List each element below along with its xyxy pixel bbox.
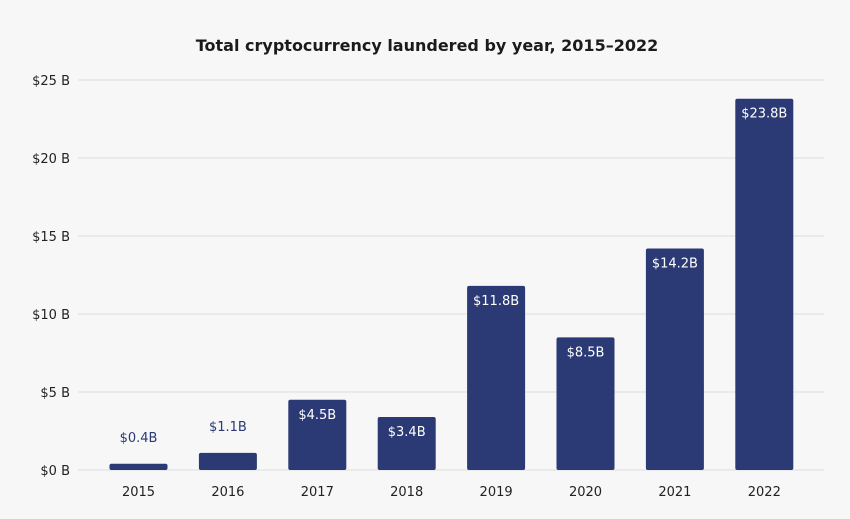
y-tick-label: $10 B — [32, 308, 70, 323]
data-label: $14.2B — [652, 256, 698, 271]
x-tick-label: 2015 — [122, 485, 155, 500]
bar-2022 — [735, 98, 794, 470]
chart-title: Total cryptocurrency laundered by year, … — [196, 36, 658, 55]
data-labels: $0.4B $1.1B $4.5B $3.4B $11.8B $8.5B $14.2B $23… — [120, 107, 788, 446]
bar-2018 — [377, 416, 436, 470]
y-tick-label: $5 B — [40, 386, 70, 401]
y-tick-label: $0 B — [40, 464, 70, 479]
data-label: $1.1B — [209, 420, 247, 435]
data-label: $23.8B — [741, 107, 787, 122]
data-label: $4.5B — [298, 408, 336, 423]
x-axis-ticks: 2015 2016 2017 2018 2019 2020 2021 2022 — [122, 485, 781, 500]
y-tick-label: $20 B — [32, 152, 70, 167]
data-label: $11.8B — [473, 294, 519, 309]
gridlines — [78, 79, 824, 471]
bar-2015 — [109, 463, 168, 470]
bar-2019 — [467, 285, 526, 470]
x-tick-label: 2016 — [211, 485, 244, 500]
y-tick-label: $15 B — [32, 230, 70, 245]
y-axis-ticks: $0 B $5 B $10 B $15 B $20 B $25 B — [32, 74, 70, 479]
bar-2017 — [288, 399, 347, 470]
x-tick-label: 2018 — [390, 485, 423, 500]
x-tick-label: 2021 — [658, 485, 691, 500]
bars — [109, 98, 794, 470]
bar-2020 — [556, 337, 615, 470]
bar-2016 — [198, 452, 257, 470]
bar-2021 — [645, 248, 704, 470]
x-tick-label: 2017 — [301, 485, 334, 500]
data-label: $0.4B — [120, 431, 158, 446]
x-tick-label: 2019 — [480, 485, 513, 500]
x-tick-label: 2020 — [569, 485, 602, 500]
data-label: $3.4B — [388, 425, 426, 440]
data-label: $8.5B — [567, 345, 605, 360]
x-tick-label: 2022 — [748, 485, 781, 500]
y-tick-label: $25 B — [32, 74, 70, 89]
